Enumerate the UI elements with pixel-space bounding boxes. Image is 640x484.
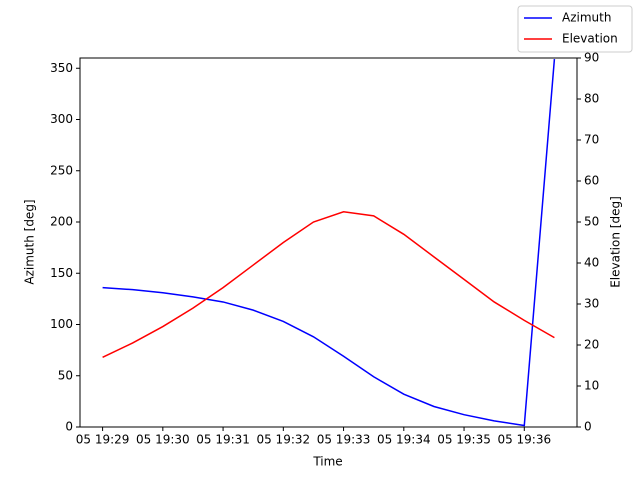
x-tick-label: 05 19:33 <box>317 433 371 447</box>
y-tick-label: 300 <box>50 112 73 126</box>
x-tick-label: 05 19:35 <box>437 433 491 447</box>
x-tick-label: 05 19:36 <box>497 433 551 447</box>
y2-tick-label: 0 <box>584 420 592 434</box>
x-tick-label: 05 19:32 <box>256 433 310 447</box>
y-tick-label: 100 <box>50 317 73 331</box>
y-axis-label: Azimuth [deg] <box>23 199 37 284</box>
legend-label: Azimuth <box>562 11 611 25</box>
y-tick-label: 250 <box>50 163 73 177</box>
y2-tick-label: 90 <box>584 51 599 65</box>
y2-tick-label: 50 <box>584 215 599 229</box>
y2-axis-label: Elevation [deg] <box>609 196 623 288</box>
y-tick-label: 0 <box>65 420 73 434</box>
y-tick-label: 350 <box>50 61 73 75</box>
y2-tick-label: 60 <box>584 174 599 188</box>
y-tick-label: 200 <box>50 215 73 229</box>
x-tick-label: 05 19:30 <box>136 433 190 447</box>
x-axis-label: Time <box>312 455 342 469</box>
plot-frame <box>79 57 578 428</box>
y2-tick-label: 30 <box>584 297 599 311</box>
y2-tick-label: 10 <box>584 379 599 393</box>
y2-tick-label: 70 <box>584 133 599 147</box>
x-tick-label: 05 19:34 <box>377 433 431 447</box>
x-tick-label: 05 19:31 <box>196 433 250 447</box>
y2-tick-label: 20 <box>584 338 599 352</box>
y-tick-label: 150 <box>50 266 73 280</box>
series-line <box>102 210 555 358</box>
x-tick-label: 05 19:29 <box>76 433 130 447</box>
y2-tick-label: 40 <box>584 256 599 270</box>
series-line <box>102 58 556 427</box>
y-tick-label: 50 <box>58 368 73 382</box>
legend-label: Elevation <box>562 32 618 46</box>
y2-tick-label: 80 <box>584 92 599 106</box>
